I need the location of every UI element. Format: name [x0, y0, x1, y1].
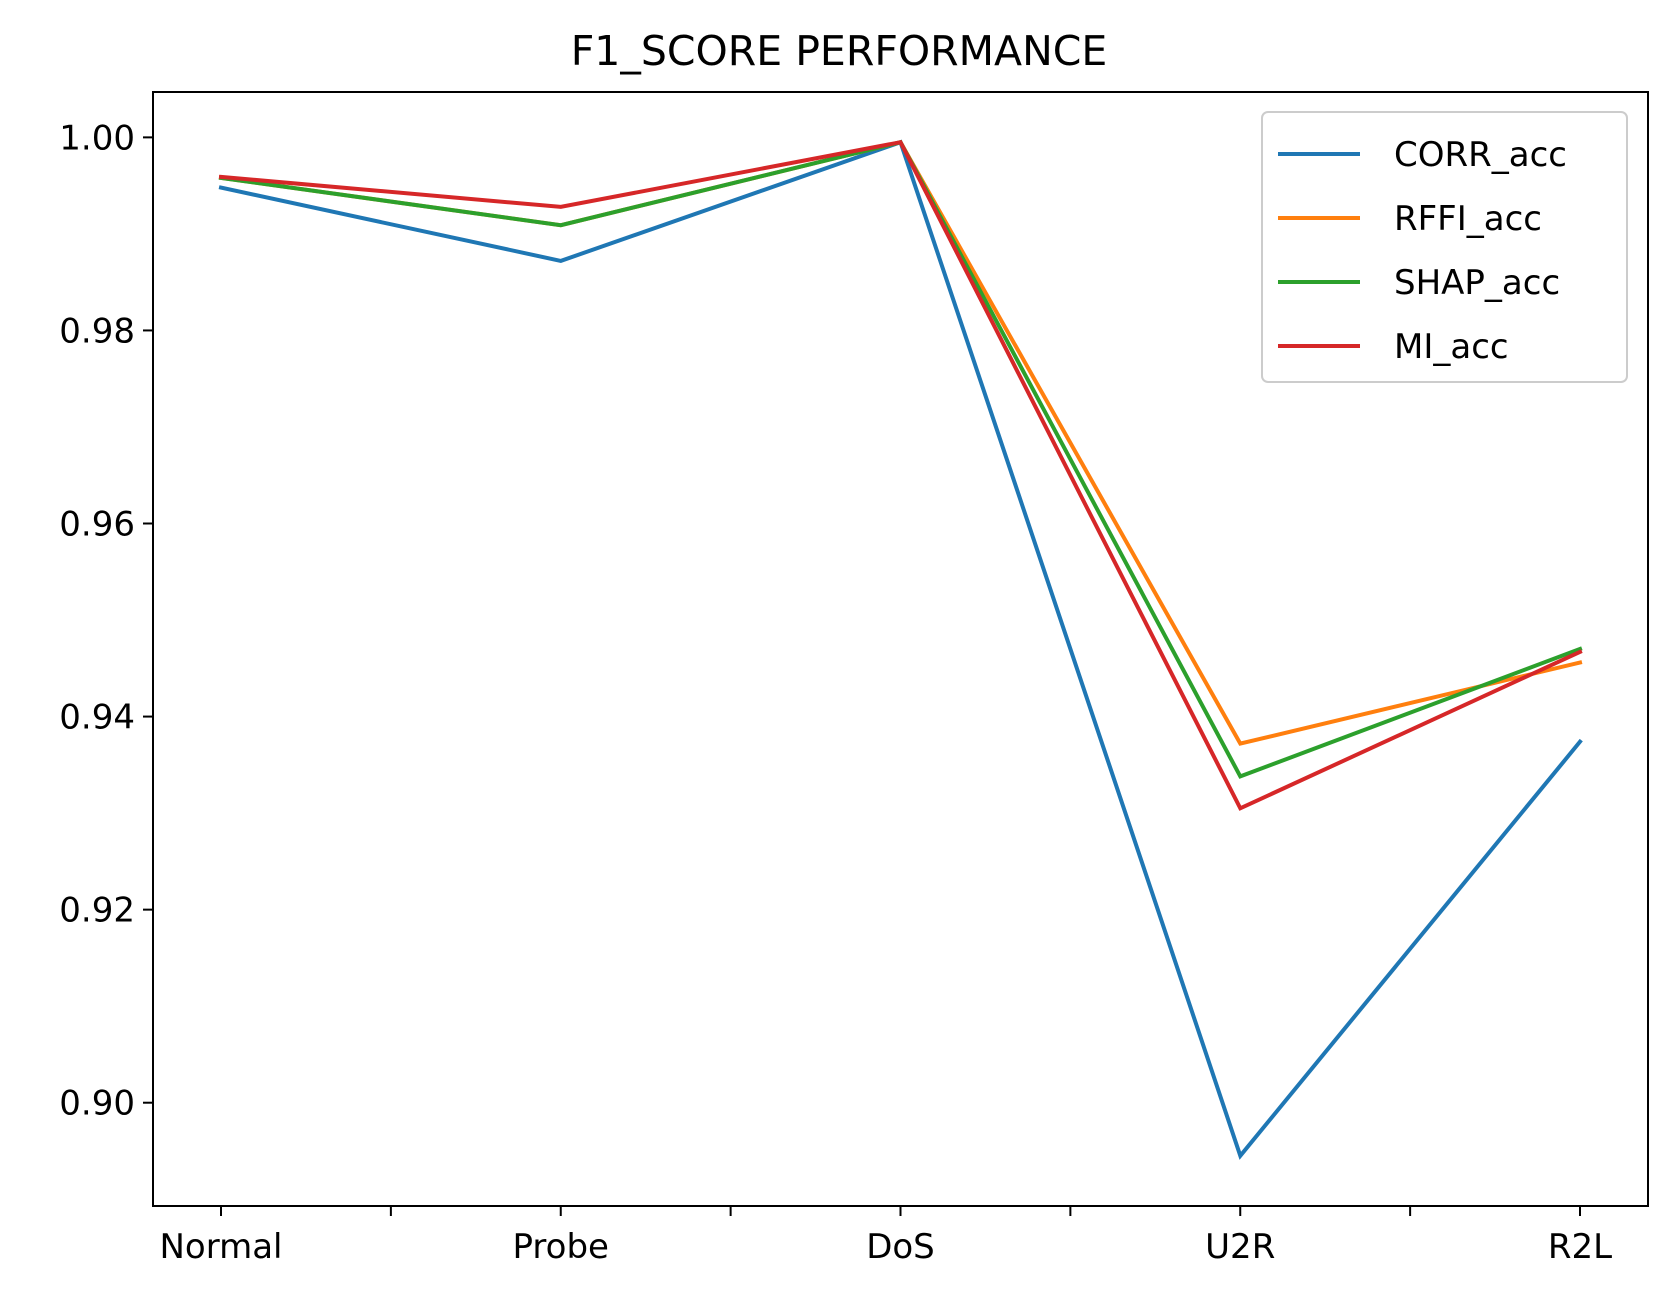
x-tick-label-probe: Probe — [513, 1227, 609, 1267]
legend-label-mi-acc: MI_acc — [1394, 327, 1509, 367]
y-tick-label: 1.00 — [59, 118, 135, 158]
series-lines — [218, 139, 1583, 1160]
axes: Normal Probe DoS U2R R2L 0.90 0.92 0.94 0.96 0.98… — [59, 118, 1612, 1267]
y-tick-label: 0.94 — [59, 698, 135, 738]
x-tick-label-r2l: R2L — [1548, 1227, 1612, 1267]
x-tick-label-normal: Normal — [159, 1227, 282, 1267]
y-tick-label: 0.96 — [59, 505, 135, 545]
legend-box — [1261, 111, 1628, 383]
legend: CORR_acc RFFI_acc SHAP_acc MI_acc — [1261, 111, 1628, 383]
series-line-mi-acc — [218, 139, 1583, 811]
y-tick-label: 0.92 — [59, 891, 135, 931]
chart-title: F1_SCORE PERFORMANCE — [571, 27, 1108, 75]
y-tick-label: 0.98 — [59, 311, 135, 351]
x-tick-label-u2r: U2R — [1205, 1227, 1275, 1267]
legend-label-rffi-acc: RFFI_acc — [1394, 199, 1542, 239]
x-tick-label-dos: DoS — [866, 1227, 935, 1267]
y-tick-label: 0.90 — [59, 1084, 135, 1124]
legend-label-shap-acc: SHAP_acc — [1394, 263, 1560, 303]
legend-label-corr-acc: CORR_acc — [1394, 135, 1567, 175]
plot-frame — [152, 91, 1649, 1207]
